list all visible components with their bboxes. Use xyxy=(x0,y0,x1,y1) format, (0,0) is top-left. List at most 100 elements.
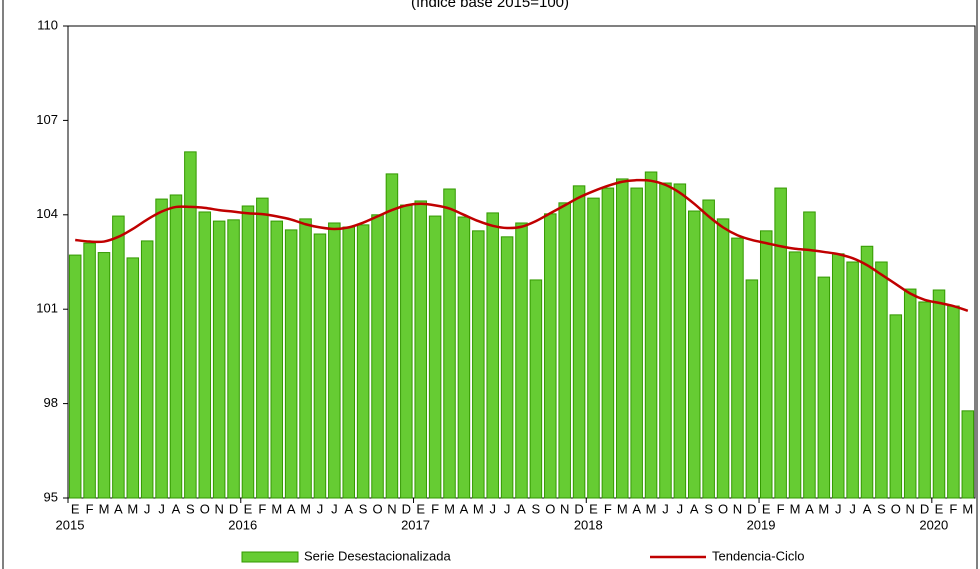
x-tick-label: S xyxy=(704,501,713,516)
x-tick-label: J xyxy=(331,501,338,516)
y-tick-label: 95 xyxy=(44,489,58,504)
bar xyxy=(169,194,183,499)
x-tick-label: N xyxy=(906,501,915,516)
bar xyxy=(702,199,715,499)
bar xyxy=(126,257,140,499)
y-tick-label: 101 xyxy=(36,301,58,316)
x-year-label: 2018 xyxy=(574,517,603,532)
x-tick-label: J xyxy=(849,501,856,516)
x-tick-label: D xyxy=(402,501,411,516)
x-tick-label: J xyxy=(677,501,684,516)
bar xyxy=(903,288,917,499)
trend-line xyxy=(75,178,969,312)
x-tick-label: A xyxy=(805,501,814,516)
x-tick-label: D xyxy=(747,501,756,516)
y-tick-label: 98 xyxy=(44,395,58,410)
bar xyxy=(270,220,284,499)
x-year-label: 2015 xyxy=(56,517,85,532)
x-tick-label: M xyxy=(790,501,801,516)
x-tick-label: E xyxy=(935,501,944,516)
x-tick-label: J xyxy=(504,501,511,516)
legend-label: Serie Desestacionalizada xyxy=(304,548,451,563)
x-tick-label: M xyxy=(473,501,484,516)
x-tick-label: D xyxy=(920,501,929,516)
x-tick-label: A xyxy=(287,501,296,516)
bar xyxy=(918,301,931,499)
bar xyxy=(342,226,355,499)
bar xyxy=(83,242,96,499)
x-tick-label: N xyxy=(214,501,223,516)
bar xyxy=(529,279,543,499)
bar xyxy=(212,220,226,499)
x-year-label: 2017 xyxy=(401,517,430,532)
x-tick-label: J xyxy=(835,501,842,516)
bar xyxy=(457,216,471,499)
bar xyxy=(558,202,571,499)
x-tick-label: J xyxy=(662,501,669,516)
x-tick-label: J xyxy=(489,501,496,516)
x-tick-label: E xyxy=(762,501,771,516)
x-tick-label: A xyxy=(863,501,872,516)
x-tick-label: N xyxy=(560,501,569,516)
bar xyxy=(932,289,946,499)
x-year-label: 2016 xyxy=(228,517,257,532)
bar xyxy=(155,198,168,499)
bar xyxy=(831,253,845,499)
y-tick-label: 110 xyxy=(37,17,58,32)
x-tick-label: A xyxy=(460,501,469,516)
bar xyxy=(731,237,744,499)
x-tick-label: S xyxy=(359,501,368,516)
x-tick-label: M xyxy=(962,501,973,516)
y-tick-label: 107 xyxy=(36,112,58,127)
x-tick-label: E xyxy=(589,501,598,516)
x-tick-label: M xyxy=(127,501,138,516)
x-tick-label: F xyxy=(431,501,439,516)
bar xyxy=(486,212,499,499)
bar xyxy=(112,215,125,499)
bar xyxy=(443,188,456,499)
x-tick-label: A xyxy=(690,501,699,516)
x-year-label: 2020 xyxy=(919,517,948,532)
bar xyxy=(68,254,82,499)
bar xyxy=(659,182,672,499)
x-tick-label: A xyxy=(517,501,526,516)
bar xyxy=(256,197,269,499)
chart-subtitle: (índice base 2015=100) xyxy=(411,0,569,11)
bar xyxy=(889,314,903,499)
x-tick-label: A xyxy=(114,501,123,516)
bar xyxy=(299,218,312,499)
bar xyxy=(97,252,111,499)
x-tick-label: S xyxy=(532,501,541,516)
x-tick-label: S xyxy=(877,501,886,516)
x-tick-label: F xyxy=(258,501,266,516)
bar xyxy=(947,305,960,499)
x-tick-label: J xyxy=(144,501,151,516)
bar xyxy=(428,215,442,499)
bar xyxy=(745,279,759,499)
bar xyxy=(875,261,888,499)
bar xyxy=(198,211,212,499)
bar xyxy=(284,229,298,499)
bar xyxy=(961,410,975,499)
x-tick-label: A xyxy=(172,501,181,516)
bar xyxy=(846,261,859,499)
bar xyxy=(788,251,802,499)
x-tick-label: M xyxy=(271,501,282,516)
x-tick-label: M xyxy=(818,501,829,516)
x-tick-label: F xyxy=(86,501,94,516)
x-tick-label: N xyxy=(733,501,742,516)
bar xyxy=(774,187,787,499)
x-tick-label: O xyxy=(718,501,728,516)
bar xyxy=(140,240,154,499)
x-tick-label: E xyxy=(416,501,425,516)
x-tick-label: N xyxy=(387,501,396,516)
bar xyxy=(184,151,197,499)
bar xyxy=(328,222,341,499)
x-tick-label: S xyxy=(186,501,195,516)
bar xyxy=(688,210,701,499)
bar xyxy=(241,205,255,499)
bar xyxy=(385,173,399,499)
x-tick-label: J xyxy=(158,501,165,516)
